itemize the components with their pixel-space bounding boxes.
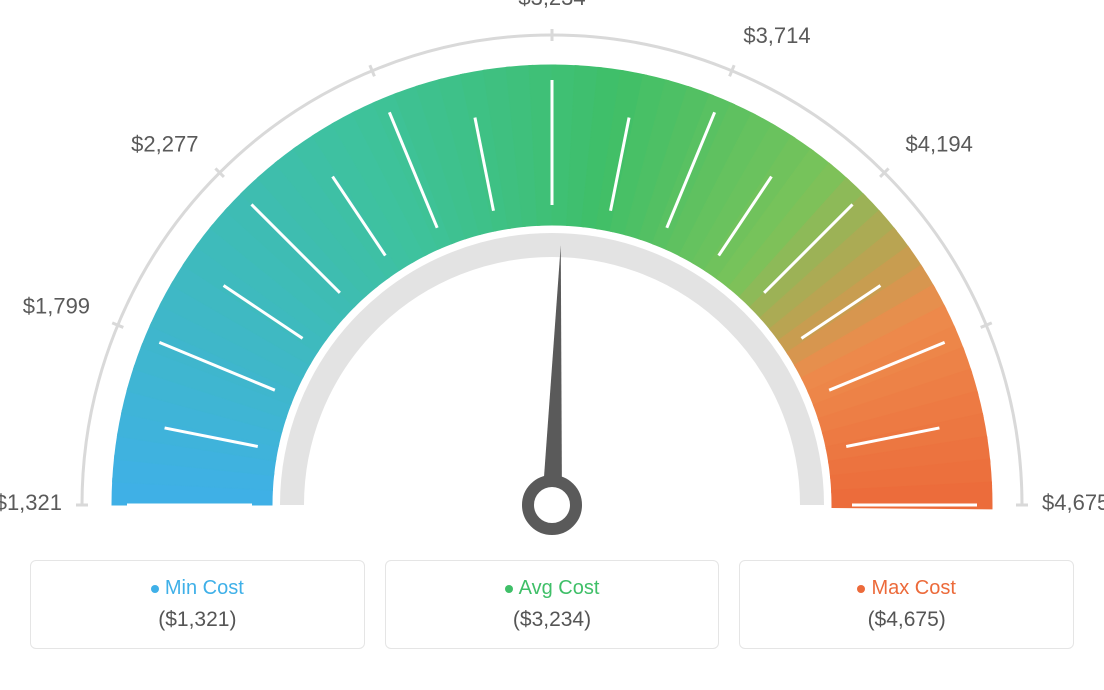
legend-max-label: Max Cost — [871, 577, 955, 599]
legend-row: Min Cost ($1,321) Avg Cost ($3,234) Max … — [0, 560, 1104, 649]
legend-avg-value: ($3,234) — [406, 608, 699, 632]
svg-text:$1,799: $1,799 — [23, 294, 90, 319]
svg-text:$2,277: $2,277 — [131, 131, 198, 156]
legend-max-value: ($4,675) — [760, 608, 1053, 632]
legend-min-label: Min Cost — [165, 577, 244, 599]
dot-avg — [505, 585, 513, 593]
dot-max — [857, 585, 865, 593]
legend-card-avg: Avg Cost ($3,234) — [385, 560, 720, 649]
svg-text:$3,714: $3,714 — [743, 23, 810, 48]
svg-text:$4,675: $4,675 — [1042, 490, 1104, 515]
legend-min-title: Min Cost — [51, 577, 344, 600]
legend-avg-label: Avg Cost — [519, 577, 600, 599]
legend-card-min: Min Cost ($1,321) — [30, 560, 365, 649]
dot-min — [151, 585, 159, 593]
legend-card-max: Max Cost ($4,675) — [739, 560, 1074, 649]
legend-max-title: Max Cost — [760, 577, 1053, 600]
svg-text:$4,194: $4,194 — [906, 131, 973, 156]
gauge-chart: $1,321 $1,799 $2,277 $3,234 $3,714 $4,194 $4,6… — [0, 0, 1104, 540]
svg-text:$3,234: $3,234 — [518, 0, 585, 10]
gauge-svg: $1,321 $1,799 $2,277 $3,234 $3,714 $4,194 $4,6… — [0, 0, 1104, 540]
svg-text:$1,321: $1,321 — [0, 490, 62, 515]
legend-min-value: ($1,321) — [51, 608, 344, 632]
legend-avg-title: Avg Cost — [406, 577, 699, 600]
